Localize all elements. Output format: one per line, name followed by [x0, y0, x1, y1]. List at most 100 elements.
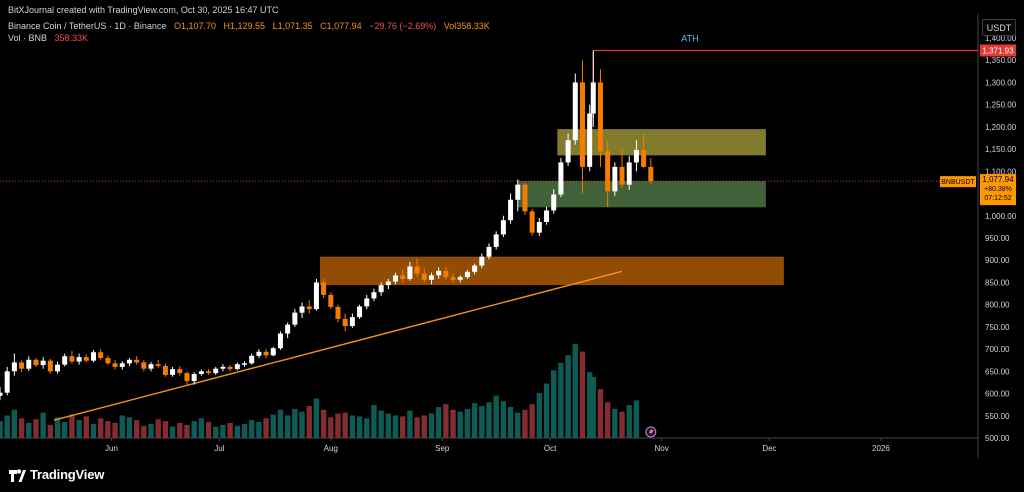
volume-bar	[335, 413, 341, 438]
volume-bar	[400, 416, 406, 438]
candle-body	[162, 366, 168, 375]
volume-bar	[551, 370, 557, 438]
y-axis-tick: 1,000.00	[985, 212, 1017, 221]
candle-body	[328, 294, 334, 307]
symbol-price-tag	[940, 176, 976, 188]
currency-selector-button[interactable]: USDT	[982, 19, 1016, 36]
volume-bar	[586, 372, 593, 438]
volume-bar	[457, 411, 463, 438]
volume-bar	[486, 402, 492, 438]
close-value: C1,077.94	[320, 21, 362, 31]
candle-body	[141, 362, 147, 369]
candle-body	[565, 140, 571, 163]
ath-price-label: 1,371.93	[982, 46, 1014, 55]
candle-body	[0, 392, 3, 396]
volume-bar	[529, 404, 535, 438]
candle-body	[26, 359, 32, 369]
volume-bar	[507, 406, 514, 438]
candle-body	[619, 166, 625, 185]
candle-body	[47, 360, 53, 372]
volume-bar	[213, 426, 219, 438]
current-price-countdown: 07:12:52	[984, 195, 1011, 202]
y-axis-tick: 700.00	[985, 345, 1010, 354]
lightning-icon	[648, 428, 654, 436]
candle-body	[191, 374, 197, 382]
candle-body	[626, 162, 632, 185]
volume-bar	[522, 409, 528, 438]
volume-label: Vol · BNB	[8, 33, 48, 43]
candle-body	[436, 270, 442, 276]
volume-bar	[119, 415, 125, 438]
volume-bar	[597, 389, 604, 438]
volume-bar	[371, 405, 377, 438]
candle-body	[493, 234, 499, 247]
y-axis-tick: 1,100.00	[985, 167, 1017, 176]
volume-legend: Vol · BNB 358.33K	[8, 33, 93, 43]
tradingview-logo-icon	[9, 469, 26, 482]
volume-bar	[169, 426, 176, 438]
volume-value: Vol358.33K	[443, 21, 490, 31]
change-value: −29.76 (−2.69%)	[369, 21, 437, 31]
candle-body	[134, 359, 140, 363]
candle-body	[220, 366, 226, 369]
candle-body	[572, 82, 578, 141]
volume-bar	[263, 418, 269, 438]
trend-line	[53, 270, 623, 421]
volume-bar	[565, 355, 571, 438]
current-price-tag	[980, 174, 1016, 206]
y-axis-tick: 750.00	[985, 323, 1010, 332]
candle-body	[457, 277, 463, 280]
x-axis-tick: 2026	[872, 444, 890, 453]
candle-body	[371, 292, 377, 299]
candle-body	[256, 351, 262, 356]
volume-bar	[515, 412, 521, 438]
volume-bar	[97, 418, 104, 438]
ath-annotation: ATH	[681, 33, 698, 43]
candle-body	[579, 82, 585, 167]
volume-bar	[133, 420, 140, 438]
volume-bar	[248, 420, 255, 438]
volume-bar	[270, 414, 276, 438]
volume-bar	[198, 418, 205, 438]
candle-body	[126, 359, 132, 364]
volume-bar	[177, 422, 183, 438]
volume-bar	[292, 408, 298, 438]
candle-body	[270, 348, 276, 356]
volume-bar	[191, 421, 197, 438]
candle-body	[414, 266, 420, 274]
candle-body	[551, 194, 557, 211]
volume-bar	[69, 414, 75, 438]
candle-body	[206, 371, 212, 374]
volume-bar	[471, 403, 478, 438]
candle-body	[184, 373, 190, 382]
candle-body	[313, 282, 319, 310]
volume-bar	[579, 351, 586, 438]
candle-body	[378, 285, 384, 293]
volume-bar	[633, 400, 640, 438]
volume-bar	[626, 405, 632, 438]
candle-body	[148, 364, 154, 369]
tradingview-logo: TradingView	[8, 465, 104, 483]
current-price-value: 1,077.94	[982, 175, 1014, 184]
y-axis-tick: 850.00	[985, 278, 1010, 287]
candle-body	[605, 151, 611, 192]
candle-body	[321, 282, 327, 295]
candle-body	[522, 184, 528, 212]
candle-body	[428, 275, 434, 280]
volume-bar	[493, 395, 499, 438]
candle-body	[277, 333, 283, 349]
volume-bar	[306, 406, 312, 438]
candle-body	[500, 220, 506, 235]
candle-body	[486, 246, 492, 257]
volume-bar	[11, 409, 18, 438]
volume-bar	[349, 415, 356, 438]
candle-body	[464, 271, 470, 278]
x-axis-tick: Aug	[324, 444, 338, 453]
volume-bar	[112, 422, 118, 438]
y-axis-tick: 550.00	[985, 412, 1010, 421]
candle-body	[177, 369, 183, 374]
volume-bar	[479, 406, 485, 438]
y-axis-tick: 600.00	[985, 390, 1010, 399]
